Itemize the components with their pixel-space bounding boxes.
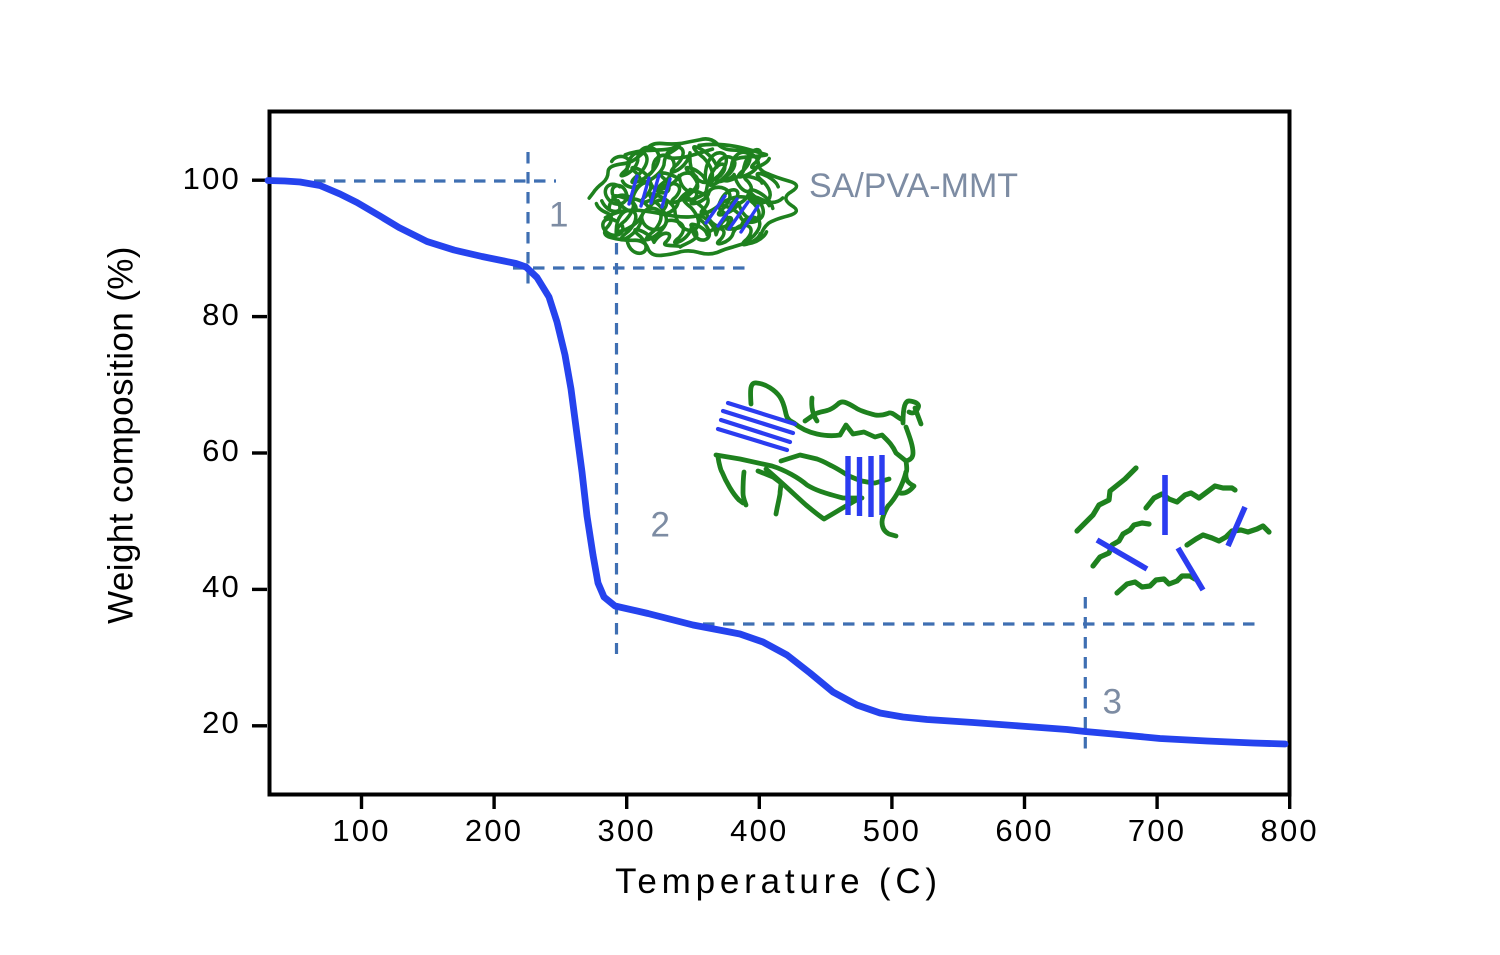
svg-text:60: 60 [202,433,241,468]
svg-text:80: 80 [202,297,241,332]
svg-text:3: 3 [1103,683,1122,722]
svg-text:40: 40 [202,569,241,604]
svg-text:100: 100 [332,813,390,848]
svg-text:700: 700 [1128,813,1186,848]
svg-text:1: 1 [549,196,568,235]
svg-text:20: 20 [202,705,241,740]
svg-text:200: 200 [465,813,523,848]
svg-text:Weight composition (%): Weight composition (%) [102,246,141,624]
svg-text:600: 600 [995,813,1053,848]
svg-text:300: 300 [598,813,656,848]
svg-text:SA/PVA-MMT: SA/PVA-MMT [809,167,1018,205]
svg-text:2: 2 [651,506,670,545]
svg-text:800: 800 [1261,813,1319,848]
svg-text:100: 100 [183,161,241,196]
svg-text:500: 500 [863,813,921,848]
svg-text:Temperature (C): Temperature (C) [615,862,942,901]
svg-text:400: 400 [730,813,788,848]
